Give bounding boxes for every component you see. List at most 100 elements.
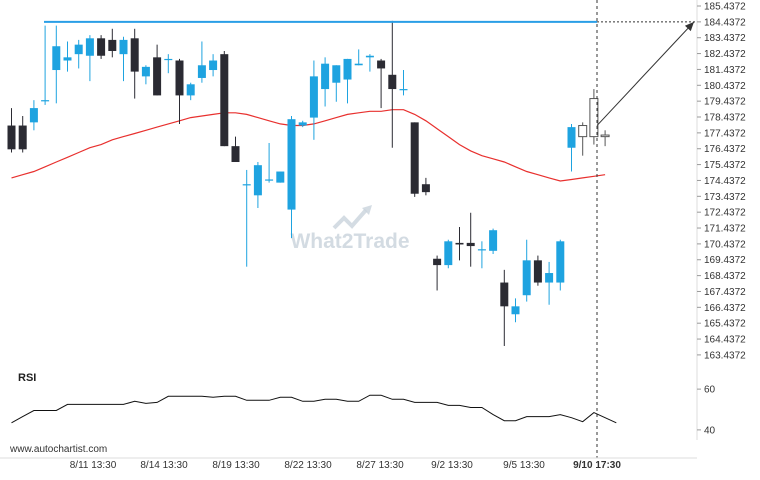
candle-body — [119, 39, 128, 55]
candle-body — [209, 60, 218, 71]
candle-body — [265, 179, 274, 181]
candle — [489, 228, 498, 254]
candle — [377, 58, 386, 109]
candle — [556, 239, 565, 291]
candle — [220, 50, 229, 147]
candle-body — [444, 241, 453, 266]
footer-source-url: www.autochartist.com — [9, 444, 107, 455]
candle — [477, 241, 486, 269]
candle-body — [309, 76, 318, 118]
candle — [29, 100, 38, 131]
candle-body — [410, 122, 419, 194]
candle — [399, 70, 408, 96]
price-tick-label: 164.4372 — [704, 335, 746, 346]
candle-body — [433, 258, 442, 266]
candle-body — [321, 63, 330, 90]
candle-body — [253, 165, 262, 196]
price-tick-label: 179.4372 — [704, 97, 746, 108]
candle-body — [220, 54, 229, 147]
candle-body — [466, 242, 475, 247]
candle — [119, 36, 128, 82]
candle — [533, 255, 542, 286]
candle-body — [556, 241, 565, 283]
candle — [444, 239, 453, 269]
price-tick-label: 174.4372 — [704, 176, 746, 187]
candle-body — [242, 184, 251, 186]
price-tick-label: 183.4372 — [704, 33, 746, 44]
date-tick-label: 9/2 13:30 — [431, 460, 473, 471]
rsi-panel: RSI 60 40 — [11, 372, 716, 436]
candle-body — [377, 60, 386, 69]
candle — [52, 25, 61, 104]
candle — [433, 255, 442, 291]
watermark: What2Trade — [290, 205, 410, 253]
candle — [141, 65, 150, 85]
price-tick-label: 181.4372 — [704, 65, 746, 76]
candle-body — [41, 100, 50, 102]
candle-body — [343, 58, 352, 80]
candle-body — [578, 125, 588, 138]
candle-body — [164, 58, 173, 61]
candle — [253, 162, 262, 209]
price-tick-label: 178.4372 — [704, 113, 746, 124]
candle — [455, 227, 464, 261]
candle — [354, 49, 363, 66]
candle — [7, 108, 16, 153]
candle — [567, 123, 576, 172]
date-tick-label: 8/22 13:30 — [284, 460, 332, 471]
watermark-zigzag-icon — [332, 208, 368, 230]
candle — [153, 44, 162, 96]
price-tick-label: 173.4372 — [704, 192, 746, 203]
watermark-text: What2Trade — [290, 230, 409, 253]
date-tick-label: 9/10 17:30 — [573, 460, 621, 471]
candle-body — [141, 66, 150, 77]
candle-body — [421, 184, 430, 193]
date-tick-label: 8/27 13:30 — [356, 460, 404, 471]
candle — [522, 239, 531, 302]
candle — [74, 39, 83, 69]
date-axis: 8/11 13:30 8/14 13:30 8/19 13:30 8/22 13:30… — [0, 457, 697, 471]
candle — [600, 130, 610, 147]
price-tick-label: 175.4372 — [704, 160, 746, 171]
candle-body — [511, 306, 520, 315]
candle-body — [489, 230, 498, 251]
price-tick-label: 163.4372 — [704, 350, 746, 361]
candle — [186, 82, 195, 101]
price-tick-label: 176.4372 — [704, 144, 746, 155]
candle-body — [186, 84, 195, 96]
candle-body — [52, 46, 61, 71]
candle-body — [63, 57, 72, 61]
price-tick-label: 184.4372 — [704, 17, 746, 28]
price-tick-label: 169.4372 — [704, 255, 746, 266]
candle-body — [175, 60, 184, 96]
overlay-layer — [44, 0, 697, 458]
candle-body — [97, 38, 106, 56]
candle-body — [7, 125, 16, 150]
rsi-line — [11, 394, 617, 424]
price-tick-label: 168.4372 — [704, 271, 746, 282]
candle — [332, 65, 341, 102]
candle — [287, 116, 296, 239]
candle — [265, 142, 274, 183]
candle — [589, 89, 599, 145]
candle-body — [365, 55, 374, 58]
candle-body — [130, 38, 139, 72]
candle-body — [500, 282, 509, 307]
candle — [276, 171, 285, 183]
candle — [97, 35, 106, 59]
candle-body — [388, 74, 397, 90]
price-tick-label: 171.4372 — [704, 224, 746, 235]
candle — [388, 20, 397, 148]
candle-body — [522, 260, 531, 296]
candle-body — [153, 57, 162, 96]
candle-body — [533, 260, 542, 283]
candle-body — [477, 249, 486, 251]
candle — [466, 212, 475, 267]
price-tick-label: 165.4372 — [704, 319, 746, 330]
candle-body — [29, 108, 38, 123]
candle-body — [589, 98, 599, 138]
candle — [298, 120, 307, 128]
price-tick-label: 166.4372 — [704, 303, 746, 314]
candle-body — [18, 125, 27, 150]
